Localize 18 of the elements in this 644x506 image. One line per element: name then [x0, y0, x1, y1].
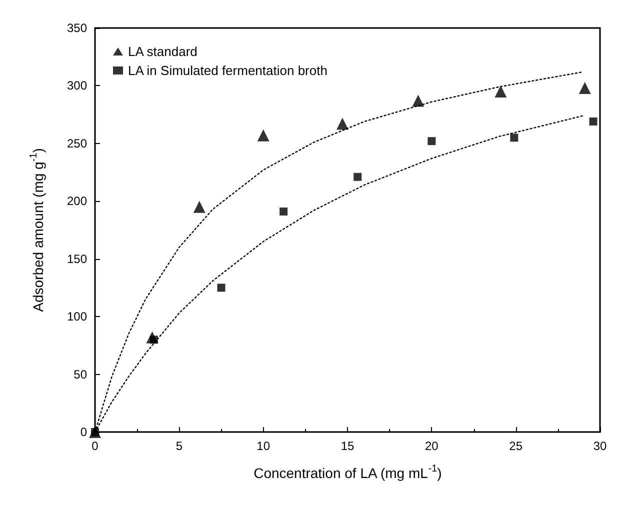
y-axis-title: Adsorbed amount (mg g-1) [28, 148, 46, 312]
x-tick-label: 0 [92, 439, 99, 453]
x-tick-label: 15 [340, 439, 354, 453]
y-tick-label: 350 [66, 21, 88, 35]
x-tick-label: 30 [593, 439, 607, 453]
y-tick-label: 50 [74, 367, 88, 382]
legend-label: LA in Simulated fermentation broth [128, 63, 328, 78]
x-tick-label: 10 [256, 439, 270, 453]
y-tick-label: 100 [66, 310, 88, 324]
y-tick-label: 0 [80, 425, 88, 439]
x-tick-label: 5 [176, 439, 183, 453]
y-tick-label: 300 [66, 78, 88, 93]
y-tick-label: 150 [66, 252, 88, 266]
x-tick-label: 20 [424, 439, 439, 453]
y-tick-label: 200 [66, 194, 88, 208]
y-tick-label: 250 [66, 136, 88, 150]
legend-label: LA standard [128, 44, 198, 59]
x-tick-label: 25 [509, 439, 523, 453]
